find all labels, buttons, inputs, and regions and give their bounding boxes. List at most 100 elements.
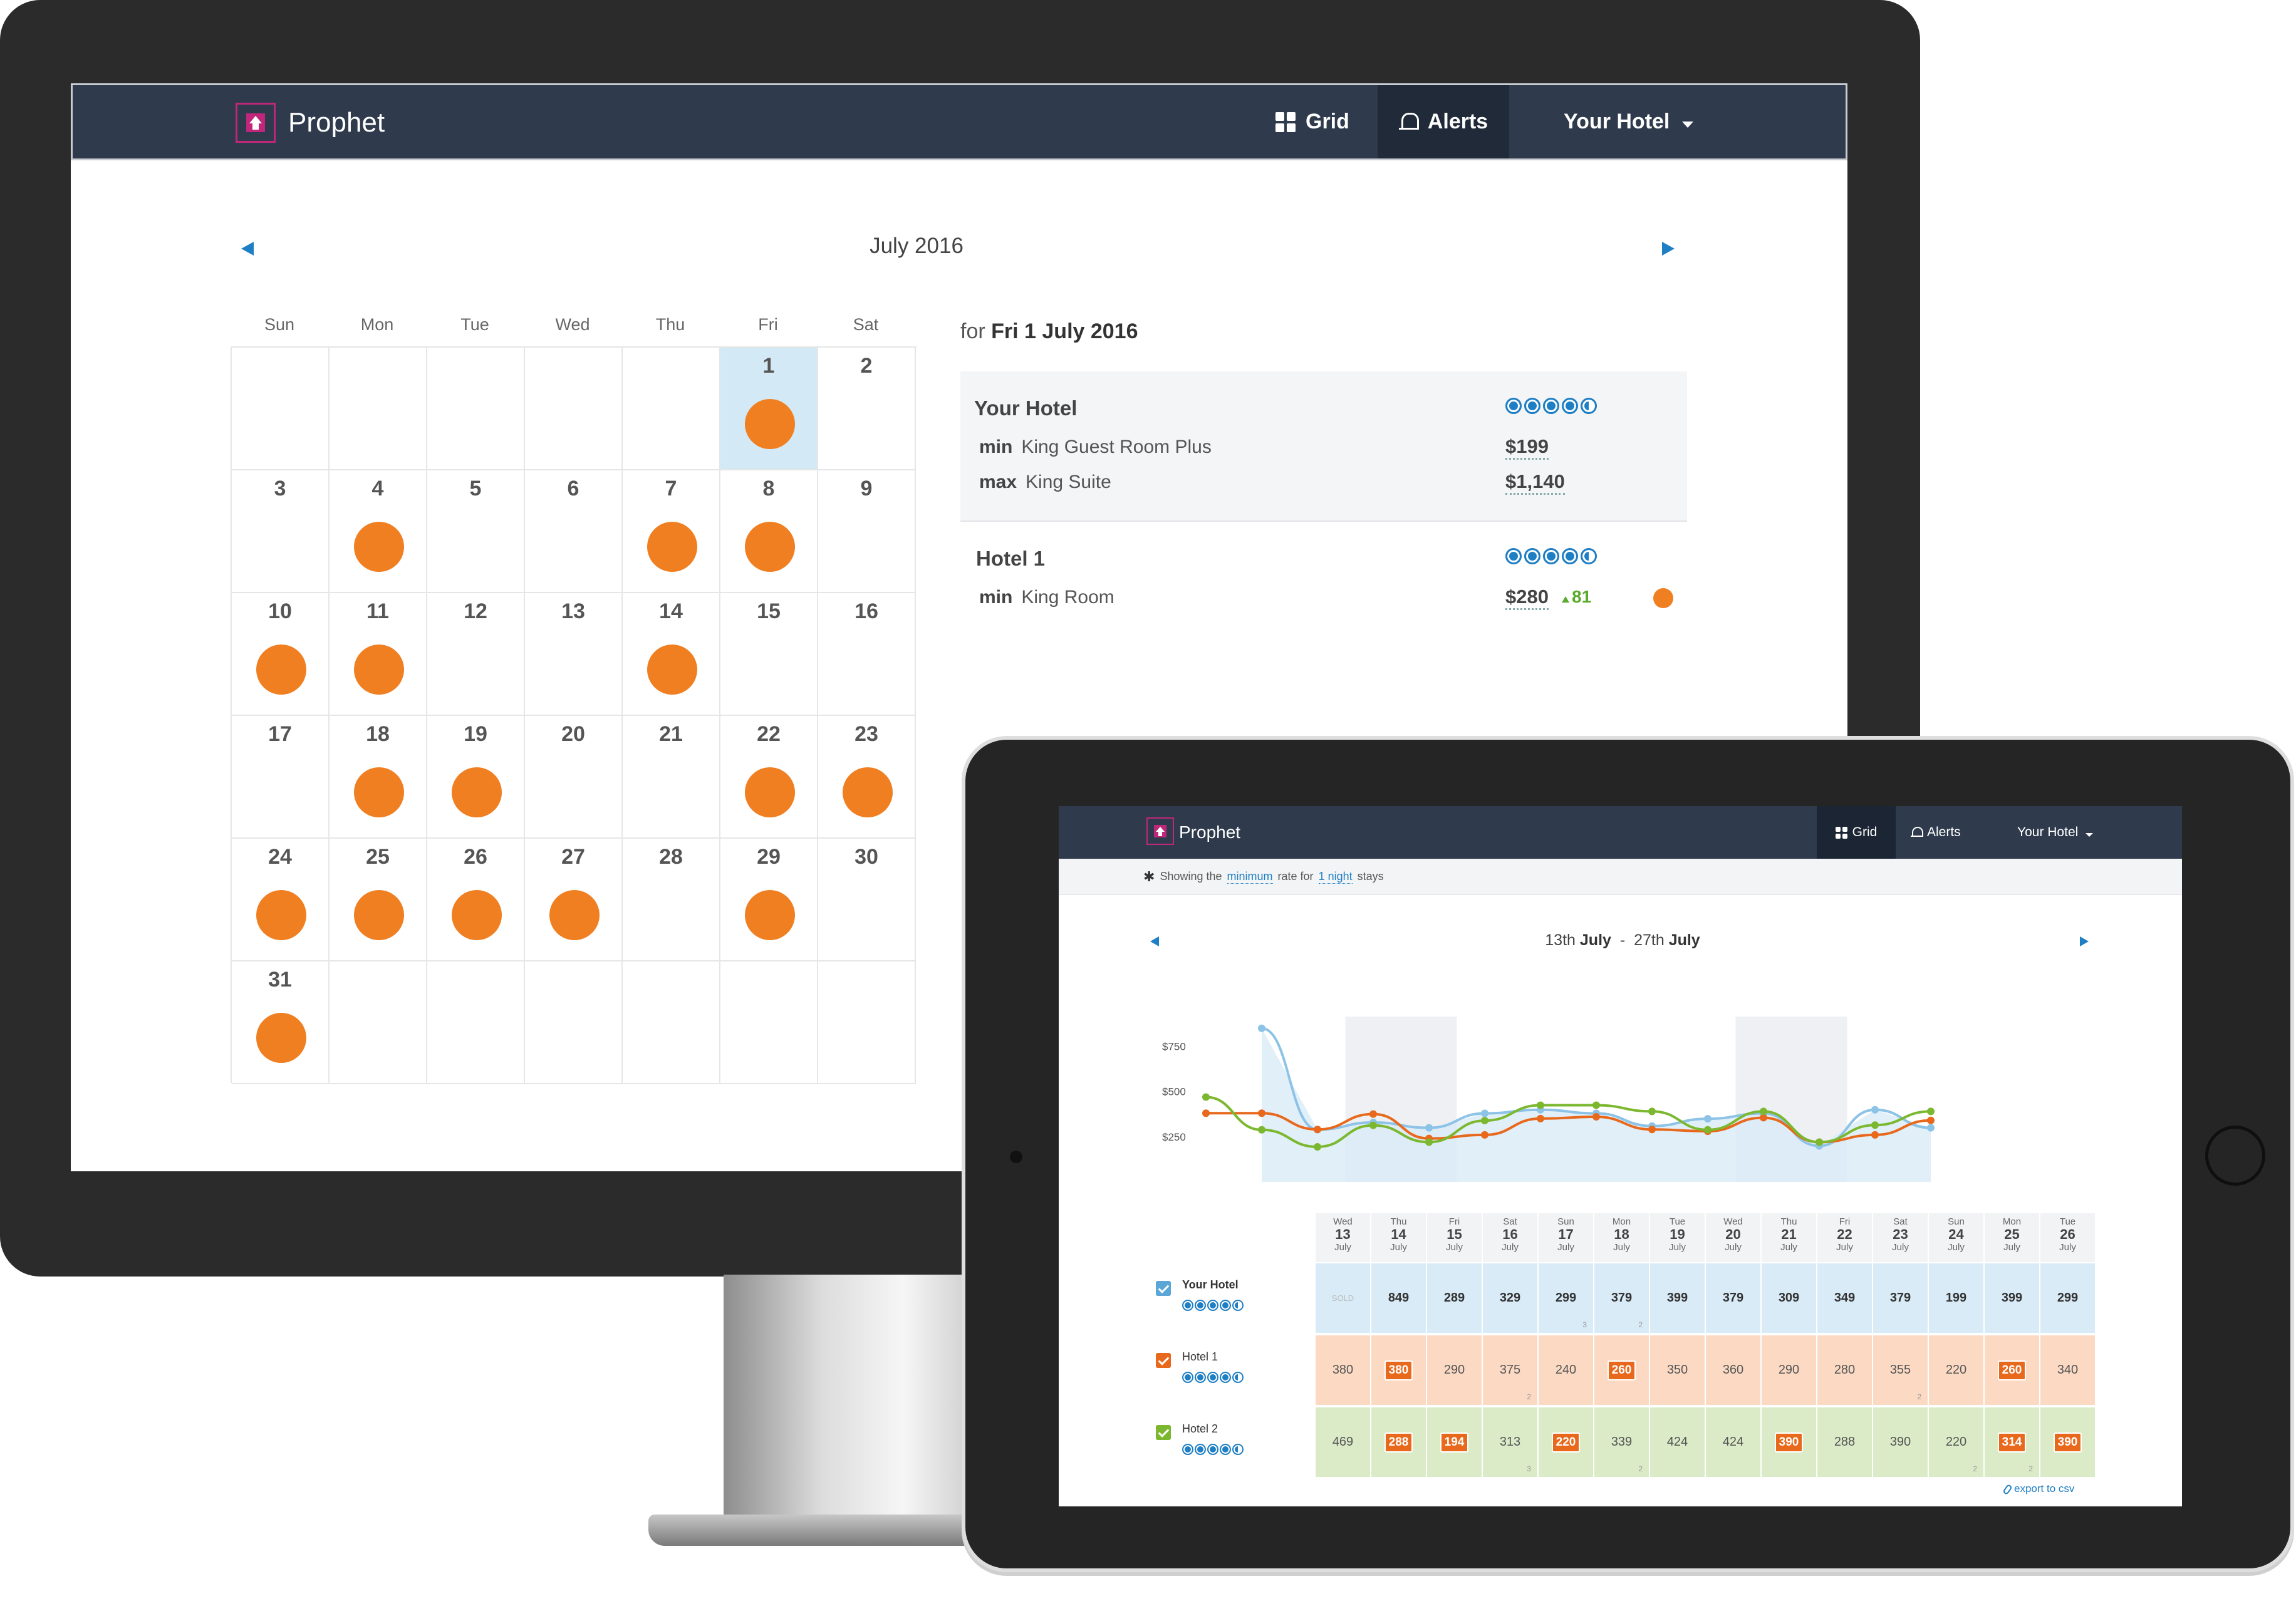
rate-cell[interactable]: 240 (1539, 1335, 1594, 1406)
rate-cell[interactable]: 313 3 (1483, 1407, 1539, 1478)
rate-cell[interactable]: 288 (1817, 1407, 1873, 1478)
date-column-header[interactable]: Sat 16 July (1483, 1213, 1539, 1262)
export-csv-link[interactable]: export to csv (2002, 1483, 2074, 1495)
rate-cell[interactable]: 290 (1762, 1335, 1817, 1406)
rate-cell[interactable]: 220 (1539, 1407, 1594, 1478)
nav-alerts-button[interactable]: Alerts (1378, 85, 1509, 158)
calendar-day-cell[interactable]: 31 (232, 961, 330, 1084)
brand-name[interactable]: Prophet (288, 107, 385, 138)
rate-cell[interactable]: 299 (2040, 1263, 2096, 1334)
date-column-header[interactable]: Thu 21 July (1762, 1213, 1817, 1262)
prev-range-arrow-icon[interactable] (1150, 936, 1159, 946)
rate-cell[interactable]: 220 2 (1929, 1407, 1985, 1478)
date-column-header[interactable]: Sat 23 July (1873, 1213, 1929, 1262)
rate-cell[interactable]: 399 (1985, 1263, 2040, 1334)
calendar-day-cell[interactable]: 22 (720, 716, 818, 839)
your-hotel-max-price[interactable]: $1,140 (1505, 470, 1565, 495)
calendar-day-cell[interactable]: 15 (720, 593, 818, 716)
rate-cell[interactable]: 399 (1650, 1263, 1706, 1334)
calendar-day-cell[interactable]: 19 (427, 716, 525, 839)
rate-cell[interactable]: 390 (1873, 1407, 1929, 1478)
rate-cell[interactable]: SOLD (1316, 1263, 1371, 1334)
calendar-day-cell[interactable]: 28 (623, 839, 720, 961)
calendar-day-cell[interactable]: 16 (818, 593, 916, 716)
rate-cell[interactable]: 340 (2040, 1335, 2096, 1406)
rate-cell[interactable]: 379 2 (1594, 1263, 1650, 1334)
rate-cell[interactable]: 299 3 (1539, 1263, 1594, 1334)
rate-cell[interactable]: 349 (1817, 1263, 1873, 1334)
date-column-header[interactable]: Sun 24 July (1929, 1213, 1985, 1262)
calendar-day-cell[interactable]: 2 (818, 348, 916, 470)
hotel-dropdown[interactable]: Your Hotel (2017, 806, 2094, 859)
rate-cell[interactable]: 314 2 (1985, 1407, 2040, 1478)
date-column-header[interactable]: Mon 25 July (1985, 1213, 2040, 1262)
date-column-header[interactable]: Tue 19 July (1650, 1213, 1706, 1262)
calendar-day-cell[interactable]: 3 (232, 470, 330, 593)
rate-cell[interactable]: 390 (2040, 1407, 2096, 1478)
nav-grid-button[interactable]: Grid (1275, 85, 1349, 158)
rate-cell[interactable]: 329 (1483, 1263, 1539, 1334)
rate-cell[interactable]: 380 (1371, 1335, 1427, 1406)
calendar-day-cell[interactable]: 24 (232, 839, 330, 961)
calendar-day-cell[interactable]: 10 (232, 593, 330, 716)
rate-cell[interactable]: 469 (1316, 1407, 1371, 1478)
date-column-header[interactable]: Tue 26 July (2040, 1213, 2096, 1262)
calendar-day-cell[interactable]: 1 (720, 348, 818, 470)
date-column-header[interactable]: Wed 20 July (1706, 1213, 1762, 1262)
rate-cell[interactable]: 290 (1427, 1335, 1483, 1406)
rate-cell[interactable]: 360 (1706, 1335, 1762, 1406)
calendar-day-cell[interactable]: 20 (525, 716, 623, 839)
calendar-day-cell[interactable]: 6 (525, 470, 623, 593)
brand-name[interactable]: Prophet (1179, 822, 1241, 842)
rate-cell[interactable]: 424 (1650, 1407, 1706, 1478)
rate-cell[interactable]: 288 (1371, 1407, 1427, 1478)
next-range-arrow-icon[interactable] (2080, 936, 2089, 946)
rate-cell[interactable]: 339 2 (1594, 1407, 1650, 1478)
rate-cell[interactable]: 355 2 (1873, 1335, 1929, 1406)
rate-cell[interactable]: 390 (1762, 1407, 1817, 1478)
rate-cell[interactable]: 199 (1929, 1263, 1985, 1334)
rate-cell[interactable]: 194 (1427, 1407, 1483, 1478)
prev-month-arrow-icon[interactable] (241, 242, 254, 256)
nav-grid-button[interactable]: Grid (1817, 806, 1896, 859)
calendar-day-cell[interactable]: 9 (818, 470, 916, 593)
checkbox-icon[interactable] (1156, 1281, 1171, 1296)
calendar-day-cell[interactable]: 30 (818, 839, 916, 961)
checkbox-icon[interactable] (1156, 1425, 1171, 1440)
rate-cell[interactable]: 849 (1371, 1263, 1427, 1334)
prophet-logo-icon[interactable] (1146, 817, 1174, 845)
rate-cell[interactable]: 289 (1427, 1263, 1483, 1334)
date-column-header[interactable]: Mon 18 July (1594, 1213, 1650, 1262)
calendar-day-cell[interactable]: 13 (525, 593, 623, 716)
rate-cell[interactable]: 350 (1650, 1335, 1706, 1406)
rate-cell[interactable]: 260 (1594, 1335, 1650, 1406)
date-column-header[interactable]: Fri 22 July (1817, 1213, 1873, 1262)
calendar-day-cell[interactable]: 17 (232, 716, 330, 839)
calendar-day-cell[interactable]: 25 (330, 839, 427, 961)
checkbox-icon[interactable] (1156, 1353, 1171, 1368)
rate-cell[interactable]: 280 (1817, 1335, 1873, 1406)
calendar-day-cell[interactable]: 11 (330, 593, 427, 716)
calendar-day-cell[interactable]: 26 (427, 839, 525, 961)
rate-cell[interactable]: 380 (1316, 1335, 1371, 1406)
calendar-day-cell[interactable]: 23 (818, 716, 916, 839)
rate-cell[interactable]: 260 (1985, 1335, 2040, 1406)
rate-cell[interactable]: 220 (1929, 1335, 1985, 1406)
your-hotel-min-price[interactable]: $199 (1505, 435, 1549, 460)
calendar-day-cell[interactable]: 18 (330, 716, 427, 839)
hotel-dropdown[interactable]: Your Hotel (1564, 85, 1694, 158)
calendar-day-cell[interactable]: 5 (427, 470, 525, 593)
rate-cell[interactable]: 309 (1762, 1263, 1817, 1334)
calendar-day-cell[interactable]: 21 (623, 716, 720, 839)
stay-length-link[interactable]: 1 night (1318, 869, 1353, 884)
nav-alerts-button[interactable]: Alerts (1911, 806, 1961, 859)
rate-cell[interactable]: 379 (1873, 1263, 1929, 1334)
calendar-day-cell[interactable]: 12 (427, 593, 525, 716)
calendar-day-cell[interactable]: 27 (525, 839, 623, 961)
date-column-header[interactable]: Sun 17 July (1539, 1213, 1594, 1262)
date-column-header[interactable]: Wed 13 July (1316, 1213, 1371, 1262)
rate-cell[interactable]: 375 2 (1483, 1335, 1539, 1406)
rate-cell[interactable]: 379 (1706, 1263, 1762, 1334)
calendar-day-cell[interactable]: 7 (623, 470, 720, 593)
prophet-logo-icon[interactable] (236, 103, 276, 143)
